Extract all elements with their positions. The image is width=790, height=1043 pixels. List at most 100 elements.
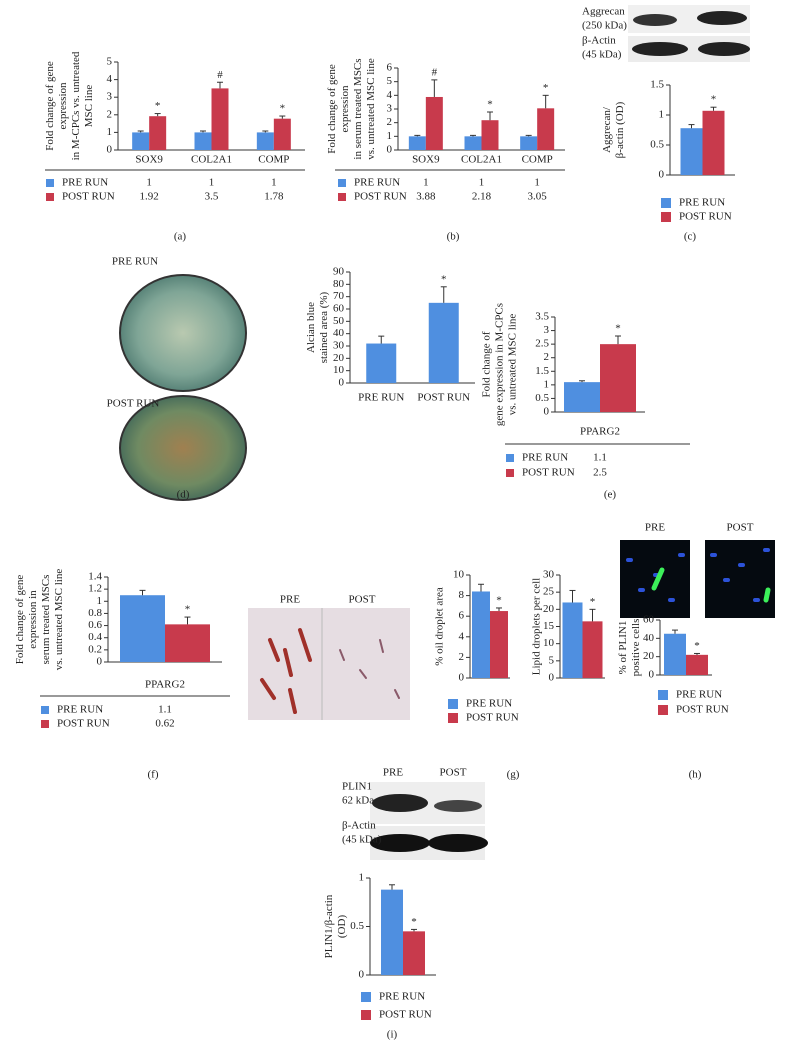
- table-value: 3.5: [205, 191, 219, 203]
- blot-band: [370, 834, 430, 852]
- significance-marker: *: [543, 82, 549, 94]
- legend-swatch: [448, 699, 458, 709]
- table-value: 1.78: [264, 191, 284, 203]
- blot-band: [697, 11, 747, 25]
- y-axis-label: serum treated MSCs: [40, 575, 52, 665]
- table-value: 1: [271, 177, 277, 189]
- y-axis-label: Fold change of gene: [44, 61, 56, 151]
- blot-label: 62 kDa: [342, 795, 374, 807]
- y-tick-label: 2: [459, 651, 465, 663]
- y-tick-label: 10: [543, 637, 555, 649]
- legend-swatch: [506, 469, 514, 477]
- panel-label: (a): [174, 231, 187, 243]
- x-tick-label: SOX9: [412, 154, 440, 166]
- legend-label: PRE RUN: [57, 704, 103, 716]
- bar: [664, 633, 686, 675]
- y-tick-label: 1.4: [88, 571, 102, 583]
- y-axis-label: gene expression in M-CPCs: [494, 303, 506, 426]
- bar: [366, 343, 397, 383]
- blot-label: (250 kDa): [582, 20, 627, 32]
- legend-label: POST RUN: [679, 211, 732, 223]
- y-tick-label: 0: [649, 669, 655, 681]
- image-label: PRE: [383, 767, 403, 779]
- table-value: 3.05: [528, 191, 548, 203]
- y-tick-label: 3: [107, 91, 113, 103]
- y-tick-label: 90: [333, 266, 345, 278]
- significance-marker: *: [185, 604, 191, 616]
- pellet-image: [119, 274, 247, 392]
- bar: [686, 654, 708, 675]
- y-tick-label: 25: [543, 586, 555, 598]
- legend-label: POST RUN: [57, 718, 110, 730]
- y-tick-label: 1.5: [535, 365, 549, 377]
- y-tick-label: 4: [107, 73, 113, 85]
- blot-label: (45 kDa): [582, 49, 622, 61]
- bar: [149, 116, 167, 150]
- table-value: 1: [146, 177, 152, 189]
- bar: [425, 96, 443, 150]
- image-label: POST: [349, 594, 376, 606]
- blot-label: β-Actin: [582, 35, 616, 47]
- y-tick-label: 4: [387, 89, 393, 101]
- y-axis-label: positive cells: [630, 619, 642, 677]
- legend-label: POST RUN: [354, 191, 407, 203]
- table-value: 1.1: [158, 704, 172, 716]
- y-tick-label: 0.2: [88, 643, 102, 655]
- x-tick-label: PRE RUN: [358, 392, 404, 404]
- bar: [490, 611, 508, 678]
- table-value: 0.62: [155, 718, 174, 730]
- legend-label: PRE RUN: [354, 177, 400, 189]
- bar: [165, 624, 210, 662]
- legend-label: POST RUN: [62, 191, 115, 203]
- bar: [211, 88, 229, 150]
- image-label: PRE: [645, 522, 665, 534]
- panel-label: (d): [177, 489, 190, 501]
- y-tick-label: 0.5: [650, 139, 664, 151]
- y-tick-label: 5: [549, 654, 555, 666]
- legend-swatch: [361, 992, 371, 1002]
- blot-band: [632, 42, 688, 56]
- y-axis-label: Aggrecan/: [601, 106, 613, 153]
- y-tick-label: 0: [107, 144, 113, 156]
- legend-swatch: [46, 179, 54, 187]
- y-axis-label: Fold change of: [481, 331, 493, 397]
- y-tick-label: 3.5: [535, 311, 549, 323]
- bar: [600, 344, 636, 412]
- blot-band: [372, 794, 428, 812]
- legend-swatch: [448, 713, 458, 723]
- significance-marker: *: [496, 594, 502, 606]
- y-tick-label: 80: [333, 278, 345, 290]
- panel-label: (f): [148, 769, 159, 781]
- y-tick-label: 2.5: [535, 338, 549, 350]
- legend-swatch: [661, 198, 671, 208]
- legend-label: PRE RUN: [676, 689, 722, 701]
- y-tick-label: 50: [333, 315, 345, 327]
- y-tick-label: 1: [544, 378, 550, 390]
- significance-marker: *: [441, 273, 447, 285]
- bar: [582, 621, 603, 678]
- panel-label: (h): [689, 769, 702, 781]
- y-tick-label: 2: [387, 116, 393, 128]
- y-axis-label: vs. untreated MSC line: [365, 58, 377, 160]
- significance-marker: #: [432, 66, 438, 78]
- image-label: POST RUN: [107, 398, 160, 410]
- legend-swatch: [41, 720, 49, 728]
- significance-marker: *: [694, 640, 700, 652]
- table-value: 2.5: [593, 467, 607, 479]
- y-tick-label: 70: [333, 290, 345, 302]
- y-tick-label: 1.2: [88, 583, 102, 595]
- y-axis-label: MSC line: [83, 85, 95, 128]
- bar: [381, 889, 403, 975]
- y-axis-label: PLIN1/β-actin: [323, 894, 335, 958]
- y-tick-label: 0: [549, 672, 555, 684]
- bar: [273, 118, 291, 150]
- y-tick-label: 20: [543, 603, 555, 615]
- y-tick-label: 2: [107, 108, 113, 120]
- y-tick-label: 1: [387, 130, 393, 142]
- x-tick-label: COL2A1: [461, 154, 502, 166]
- y-tick-label: 0: [97, 656, 103, 668]
- panel-label: (g): [507, 769, 520, 781]
- y-tick-label: 5: [107, 56, 113, 68]
- y-tick-label: 30: [543, 569, 555, 581]
- legend-label: POST RUN: [466, 712, 519, 724]
